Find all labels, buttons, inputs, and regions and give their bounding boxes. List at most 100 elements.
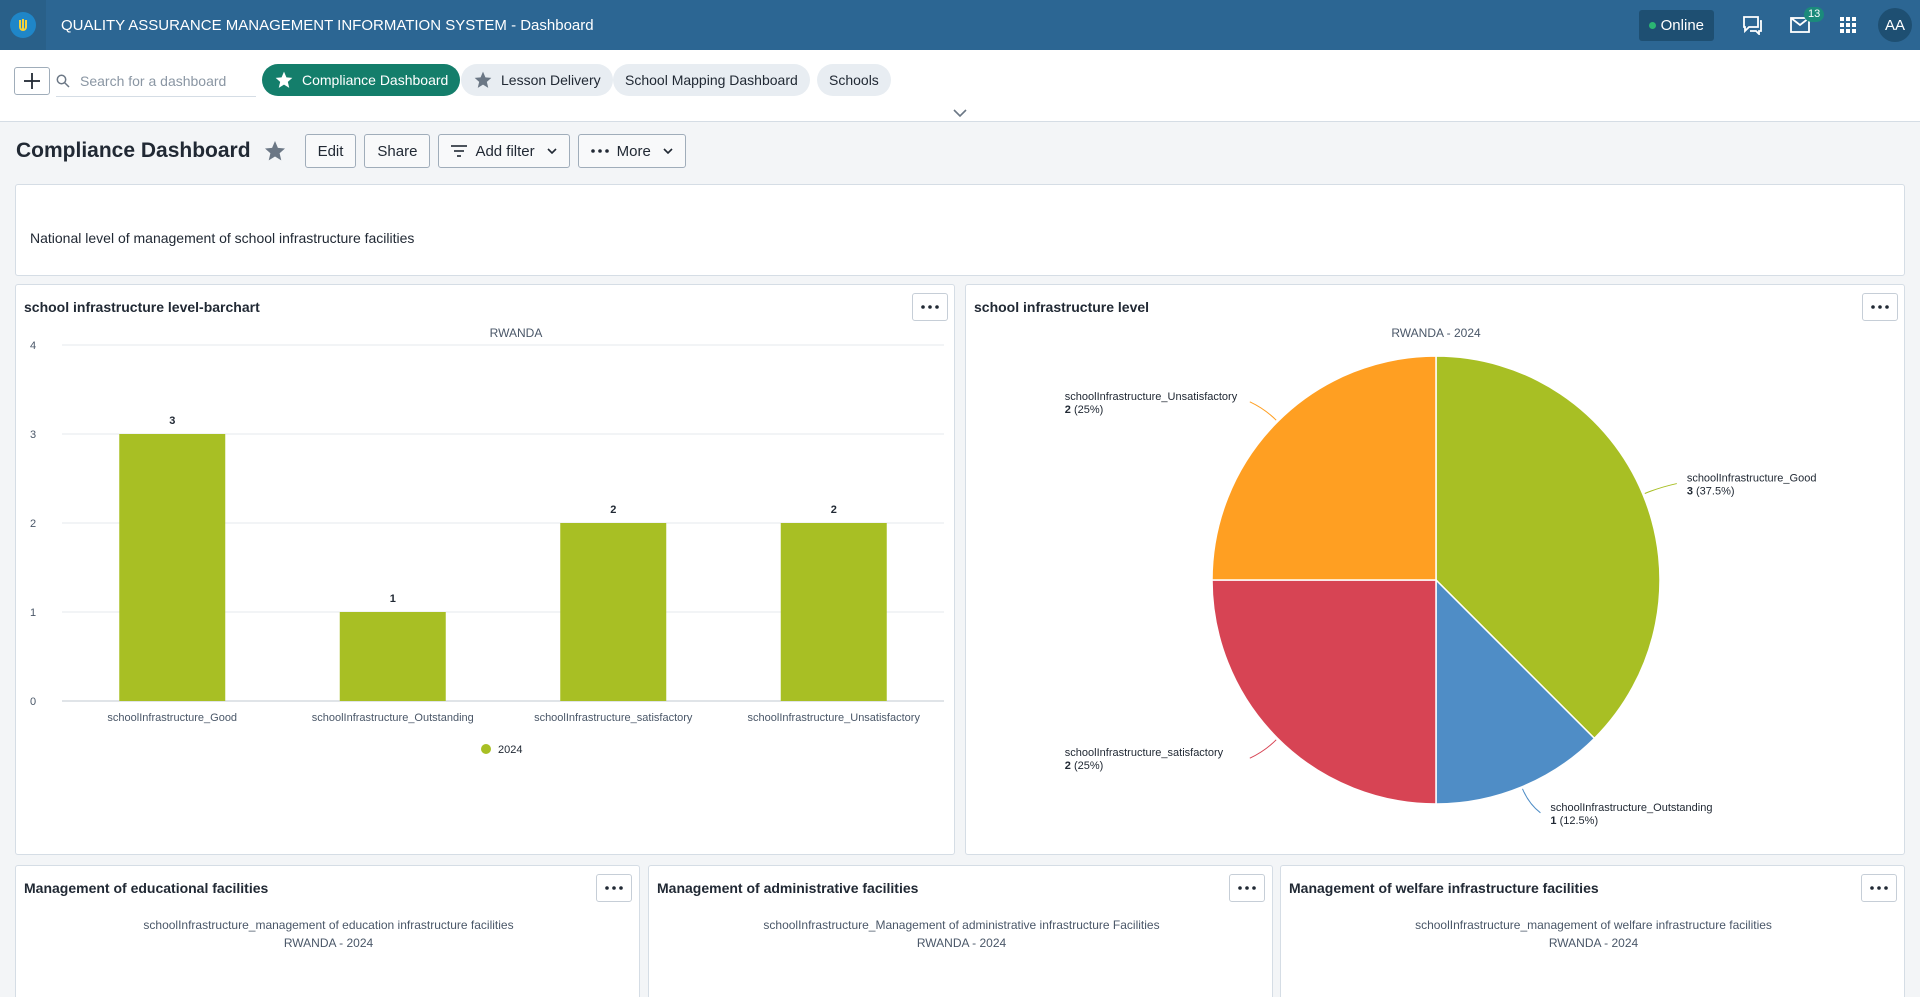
text-item-panel: National level of management of school i… [15, 184, 1905, 276]
dashboard-search-input[interactable] [80, 72, 250, 89]
pie-connector [1249, 401, 1277, 421]
search-icon [56, 74, 70, 88]
bar-value-label: 2 [831, 504, 837, 516]
online-dot-icon [1648, 21, 1656, 29]
chip-label: Lesson Delivery [501, 72, 601, 88]
chip-schools[interactable]: Schools [817, 64, 891, 96]
pie-percent: (25%) [1071, 760, 1103, 772]
y-tick-label: 3 [30, 429, 36, 441]
more-dots-icon [590, 149, 609, 153]
admin-facilities-title: Management of administrative facilities [657, 880, 919, 896]
share-button[interactable]: Share [364, 134, 431, 168]
welfare-facilities-panel: Management of welfare infrastructure fac… [1280, 865, 1905, 997]
more-dots-icon [605, 886, 623, 890]
bar-chart-svg: RWANDA 0 1 2 3 4 3 schoolInfrastructure_Good 1 sc… [30, 326, 944, 756]
legend-marker [481, 744, 491, 754]
more-label: More [616, 142, 651, 160]
more-dots-icon [1870, 886, 1888, 890]
y-tick-label: 4 [30, 340, 36, 352]
chip-compliance-dashboard[interactable]: Compliance Dashboard [262, 64, 461, 96]
online-status-badge: Online [1638, 9, 1714, 41]
bar-chart-panel: school infrastructure level-barchart RWA… [15, 284, 955, 855]
plus-icon [24, 73, 40, 89]
pie-value-label: 2 (25%) [1065, 404, 1104, 416]
chip-school-mapping-dashboard[interactable]: School Mapping Dashboard [613, 64, 810, 96]
app-logo[interactable] [0, 0, 46, 50]
pie-connector [1644, 483, 1677, 494]
app-title: QUALITY ASSURANCE MANAGEMENT INFORMATION… [61, 16, 594, 34]
pie-value: 2 [1065, 404, 1071, 416]
pie-label: schoolInfrastructure_Good [1687, 473, 1817, 485]
notification-count-badge: 13 [1804, 7, 1825, 22]
pie-value: 1 [1550, 815, 1556, 827]
user-avatar[interactable]: AA [1878, 8, 1912, 42]
welfare-facilities-subtitle-2: RWANDA - 2024 [1548, 936, 1639, 950]
pie-chart-svg: RWANDA - 2024 schoolInfrastructure_Good3 … [1065, 326, 1817, 827]
text-item-content: National level of management of school i… [30, 230, 415, 246]
logo-icon [10, 12, 36, 38]
bar[interactable] [560, 523, 667, 701]
pie-percent: (25%) [1071, 404, 1103, 416]
dashboard-search [56, 65, 256, 97]
more-dots-icon [921, 305, 939, 309]
pie-percent: (12.5%) [1557, 815, 1599, 827]
chip-label: School Mapping Dashboard [625, 72, 798, 88]
edu-facilities-subtitle: schoolInfrastructure_management of educa… [143, 918, 514, 932]
add-dashboard-button[interactable] [14, 67, 50, 95]
filter-icon [451, 145, 468, 157]
pie-label: schoolInfrastructure_Unsatisfactory [1065, 391, 1238, 403]
pie-value-label: 1 (12.5%) [1550, 815, 1598, 827]
edu-facilities-panel: Management of educational facilities sch… [15, 865, 640, 997]
chip-lesson-delivery[interactable]: Lesson Delivery [461, 64, 613, 96]
bar[interactable] [780, 523, 887, 701]
pie-chart-menu-button[interactable] [1862, 293, 1898, 321]
admin-facilities-menu-button[interactable] [1229, 874, 1265, 902]
chip-label: Compliance Dashboard [302, 72, 449, 88]
apps-grid-icon[interactable] [1824, 0, 1872, 50]
bar-value-label: 1 [390, 593, 396, 605]
star-icon[interactable] [263, 139, 287, 163]
bar[interactable] [119, 434, 226, 701]
pie-slice[interactable] [1435, 578, 1596, 805]
pie-chart-subtitle: RWANDA - 2024 [1391, 326, 1481, 340]
admin-facilities-panel: Management of administrative facilities … [648, 865, 1273, 997]
pie-chart-title: school infrastructure level [974, 299, 1150, 315]
expand-dashboards-chevron-icon[interactable] [952, 105, 968, 123]
y-tick-label: 0 [30, 696, 36, 708]
pie-slice[interactable] [1435, 355, 1661, 740]
star-icon [473, 70, 493, 90]
pie-percent: (37.5%) [1693, 486, 1735, 498]
x-tick-label: schoolInfrastructure_Outstanding [312, 712, 474, 724]
star-icon [274, 70, 294, 90]
mail-icon[interactable]: 13 [1776, 0, 1825, 50]
pie-slice[interactable] [1211, 355, 1437, 581]
edit-button[interactable]: Edit [304, 134, 357, 168]
legend-label[interactable]: 2024 [498, 744, 522, 756]
chevron-down-icon [663, 148, 673, 154]
welfare-facilities-title: Management of welfare infrastructure fac… [1289, 880, 1599, 896]
bar[interactable] [339, 612, 446, 701]
more-button[interactable]: More [577, 134, 686, 168]
online-status-label: Online [1660, 16, 1704, 34]
pie-value: 3 [1687, 486, 1693, 498]
pie-value: 2 [1065, 760, 1071, 772]
add-filter-label: Add filter [475, 142, 535, 160]
chevron-down-icon [547, 148, 557, 154]
bar-chart-menu-button[interactable] [912, 293, 948, 321]
add-filter-button[interactable]: Add filter [438, 134, 570, 168]
y-tick-label: 1 [30, 607, 36, 619]
chip-label: Schools [829, 72, 879, 88]
pie-chart-panel: school infrastructure level RWANDA - 202… [965, 284, 1905, 855]
dashboard-title-bar: Compliance Dashboard Edit Share Add filt… [0, 122, 1920, 180]
more-dots-icon [1871, 305, 1889, 309]
pie-label: schoolInfrastructure_satisfactory [1065, 747, 1224, 759]
welfare-facilities-menu-button[interactable] [1861, 874, 1897, 902]
edu-facilities-menu-button[interactable] [596, 874, 632, 902]
x-tick-label: schoolInfrastructure_Unsatisfactory [748, 712, 921, 724]
bar-value-label: 2 [610, 504, 616, 516]
chat-icon[interactable] [1728, 0, 1776, 50]
x-tick-label: schoolInfrastructure_Good [107, 712, 237, 724]
pie-connector [1249, 739, 1277, 759]
pie-slice[interactable] [1211, 579, 1437, 805]
app-header: QUALITY ASSURANCE MANAGEMENT INFORMATION… [0, 0, 1920, 50]
